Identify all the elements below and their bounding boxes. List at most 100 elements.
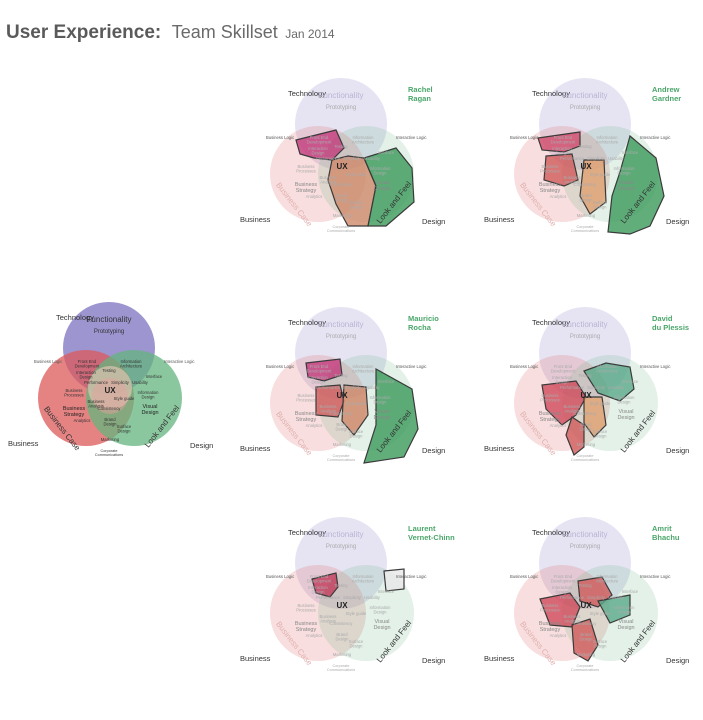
center-overlap bbox=[88, 366, 132, 410]
region-analytics-label: Analytics bbox=[306, 423, 323, 428]
venn-technology-label: Technology bbox=[288, 528, 326, 537]
region-marketing-label: Marketing bbox=[333, 213, 352, 218]
ux-label: UX bbox=[336, 391, 348, 400]
region-testing-label: Testing bbox=[334, 373, 348, 378]
region-performance-label: Performance bbox=[316, 156, 341, 161]
functionality-label: Functionality bbox=[319, 530, 364, 539]
skill-highlight bbox=[571, 618, 599, 662]
venn-design-label: Design bbox=[190, 441, 213, 450]
region-style-guide-label: Style guide bbox=[590, 172, 611, 177]
region-simplicity-label: Simplicity bbox=[587, 385, 606, 390]
venn-business-label: Business bbox=[8, 439, 39, 448]
region-usability-label: Usability bbox=[608, 385, 625, 390]
region-surface-design-label: Surface Design bbox=[593, 639, 608, 649]
region-interaction-design-label: Interaction Design bbox=[552, 585, 572, 595]
venn-business-label: Business bbox=[484, 444, 515, 453]
region-interaction-design-label: Interaction Design bbox=[552, 375, 572, 385]
region-interface-label: Interface bbox=[622, 589, 639, 594]
region-usability-label: Usability bbox=[608, 156, 625, 161]
region-simplicity-label: Simplicity bbox=[343, 385, 362, 390]
skill-highlight bbox=[341, 384, 369, 436]
region-surface-design-label: Surface Design bbox=[117, 424, 132, 434]
region-info-design-label: Information Design bbox=[370, 605, 392, 615]
person-last-name: du Plessis bbox=[652, 323, 689, 332]
region-surface-design-label: Surface Design bbox=[593, 429, 608, 439]
venn-design-label: Design bbox=[666, 656, 689, 665]
visual-design-label: Visual Design bbox=[373, 180, 390, 192]
visual-design-label: Visual Design bbox=[617, 619, 634, 631]
region-interface-label: Interface bbox=[378, 379, 395, 384]
ux-label: UX bbox=[580, 162, 592, 171]
skill-highlight bbox=[315, 384, 345, 418]
venn-technology-label: Technology bbox=[56, 313, 94, 322]
person-first-name: Amrit bbox=[652, 524, 672, 533]
venn-technology-label: Technology bbox=[532, 89, 570, 98]
region-info-design-label: Information Design bbox=[614, 395, 636, 405]
region-business-analysis-label: Business Analysis bbox=[564, 404, 581, 414]
person-last-name: Rocha bbox=[408, 323, 432, 332]
skill-highlight bbox=[541, 380, 587, 426]
venn-legend: Technology Business Design Business Logic In… bbox=[4, 300, 214, 505]
region-business-analysis-label: Business Analysis bbox=[564, 175, 581, 185]
business-strategy-label: Business Strategy bbox=[63, 406, 86, 418]
region-usability-label: Usability bbox=[608, 595, 625, 600]
venn-person-5: Technology Business Design Business Logic In… bbox=[236, 515, 455, 720]
region-business-processes-label: Business Processes bbox=[296, 164, 316, 174]
design-circle bbox=[562, 355, 658, 451]
venn-svg: Technology Business Design Business Logic In… bbox=[484, 517, 689, 672]
person-first-name: Mauricio bbox=[408, 314, 439, 323]
functionality-label: Functionality bbox=[563, 320, 608, 329]
person-first-name: Rachel bbox=[408, 85, 433, 94]
region-front-end-label: Front End Development bbox=[75, 359, 101, 369]
region-info-arch-label: Information Architecture bbox=[596, 364, 619, 374]
region-business-analysis-label: Business Analysis bbox=[320, 404, 337, 414]
venn-interactive-logic-label: Interactive Logic bbox=[396, 574, 427, 579]
skill-highlight bbox=[363, 367, 419, 464]
region-info-arch-label: Information Architecture bbox=[596, 574, 619, 584]
skill-highlight bbox=[363, 147, 415, 227]
ux-label: UX bbox=[336, 601, 348, 610]
region-consistency-label: Consistency bbox=[574, 411, 598, 416]
region-info-arch-label: Information Architecture bbox=[352, 135, 375, 145]
region-marketing-label: Marketing bbox=[333, 442, 352, 447]
business-strategy-label: Business Strategy bbox=[539, 182, 562, 194]
title-subtitle: Team Skillset bbox=[171, 22, 278, 42]
region-style-guide-label: Style guide bbox=[114, 396, 135, 401]
region-simplicity-label: Simplicity bbox=[587, 156, 606, 161]
region-consistency-label: Consistency bbox=[98, 406, 122, 411]
region-analytics-label: Analytics bbox=[550, 423, 567, 428]
venn-svg: Technology Business Design Business Logic In… bbox=[240, 78, 445, 233]
venn-technology-label: Technology bbox=[532, 318, 570, 327]
region-performance-label: Performance bbox=[316, 385, 341, 390]
region-brand-design-label: Brand Design bbox=[579, 632, 593, 642]
region-simplicity-label: Simplicity bbox=[111, 380, 130, 385]
region-brand-design-label: Brand Design bbox=[335, 632, 349, 642]
region-front-end-label: Front End Development bbox=[551, 574, 577, 584]
region-business-analysis-label: Business Analysis bbox=[88, 399, 105, 409]
venn-business-logic-label: Business Logic bbox=[34, 359, 62, 364]
region-style-guide-label: Style guide bbox=[346, 401, 367, 406]
venn-person-6: Technology Business Design Business Logic In… bbox=[480, 515, 690, 720]
region-surface-design-label: Surface Design bbox=[349, 429, 364, 439]
region-simplicity-label: Simplicity bbox=[343, 156, 362, 161]
business-strategy-label: Business Strategy bbox=[539, 621, 562, 633]
skill-highlight bbox=[607, 134, 665, 235]
region-interaction-design-label: Interaction Design bbox=[308, 585, 328, 595]
region-info-arch-label: Information Architecture bbox=[352, 574, 375, 584]
venn-business-logic-label: Business Logic bbox=[266, 364, 294, 369]
region-business-processes-label: Business Processes bbox=[540, 393, 560, 403]
business-circle bbox=[270, 565, 366, 661]
region-testing-label: Testing bbox=[578, 583, 592, 588]
venn-svg: Technology Business Design Business Logic In… bbox=[240, 307, 445, 464]
visual-design-label: Visual Design bbox=[373, 409, 390, 421]
region-front-end-label: Front End Development bbox=[551, 364, 577, 374]
region-usability-label: Usability bbox=[132, 380, 149, 385]
region-business-processes-label: Business Processes bbox=[540, 164, 560, 174]
functionality-circle bbox=[539, 517, 631, 609]
region-marketing-label: Marketing bbox=[577, 652, 596, 657]
region-business-processes-label: Business Processes bbox=[64, 388, 84, 398]
region-surface-design-label: Surface Design bbox=[349, 639, 364, 649]
region-consistency-label: Consistency bbox=[574, 182, 598, 187]
region-info-design-label: Information Design bbox=[138, 390, 160, 400]
region-info-design-label: Information Design bbox=[614, 605, 636, 615]
